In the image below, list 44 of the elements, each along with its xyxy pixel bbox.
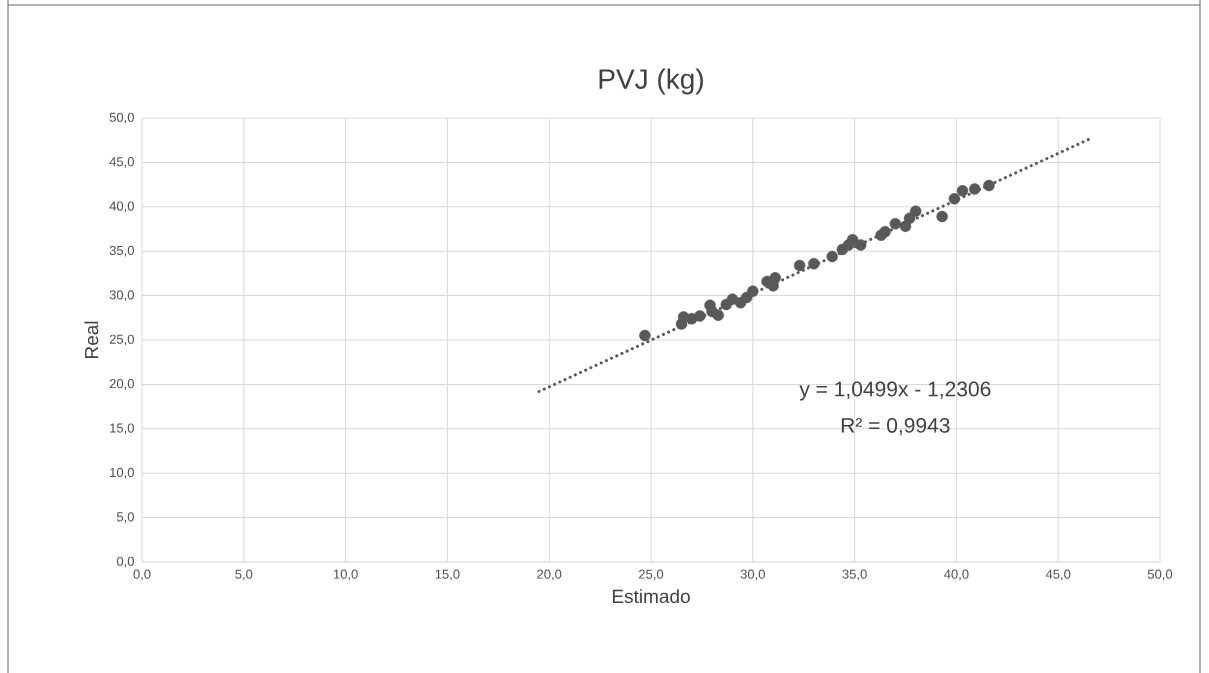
point <box>747 285 759 297</box>
point <box>983 179 995 192</box>
point <box>889 217 902 230</box>
x-tick-label: 15,0 <box>435 569 460 581</box>
point <box>909 205 922 217</box>
x-tick-label: 10,0 <box>333 569 358 581</box>
y-tick-label: 25,0 <box>109 334 134 346</box>
point <box>969 183 981 195</box>
x-tick-label: 50,0 <box>1147 569 1173 581</box>
point <box>793 259 806 272</box>
y-tick-label: 35,0 <box>109 245 134 257</box>
y-tick-label: 0,0 <box>116 556 134 568</box>
point <box>639 329 651 342</box>
point <box>694 310 706 322</box>
x-tick-label: 45,0 <box>1045 569 1071 581</box>
y-tick-label: 50,0 <box>109 112 134 124</box>
annotation: R² = 0,9943 <box>841 417 950 436</box>
point <box>903 212 916 225</box>
chart-title: PVJ (kg) <box>599 68 703 95</box>
y-tick-label: 10,0 <box>110 467 134 479</box>
point <box>956 185 969 197</box>
y-tick-label: 20,0 <box>109 379 134 390</box>
x-axis-title: Estimado <box>612 589 690 604</box>
x-tick-label: 30,0 <box>740 569 765 581</box>
point <box>879 225 891 238</box>
y-axis-title: Real <box>84 321 99 358</box>
y-tick-label: 45,0 <box>109 157 134 168</box>
x-tick-label: 20,0 <box>537 569 562 581</box>
x-tick-label: 5,0 <box>235 569 253 581</box>
x-tick-label: 35,0 <box>842 569 867 581</box>
x-tick-label: 25,0 <box>639 569 664 581</box>
y-tick-label: 30,0 <box>109 290 134 301</box>
annotation: y = 1,0499x - 1,2306 <box>799 381 991 401</box>
x-tick-label: 40,0 <box>944 569 969 581</box>
point <box>826 250 838 263</box>
y-tick-label: 5,0 <box>116 512 134 523</box>
point <box>808 257 820 270</box>
x-tick-label: 0,0 <box>133 569 151 581</box>
point <box>936 210 948 223</box>
y-tick-label: 15,0 <box>110 423 134 435</box>
point <box>855 239 867 251</box>
point <box>842 239 855 251</box>
y-tick-label: 40,0 <box>109 201 134 213</box>
point <box>948 193 961 205</box>
